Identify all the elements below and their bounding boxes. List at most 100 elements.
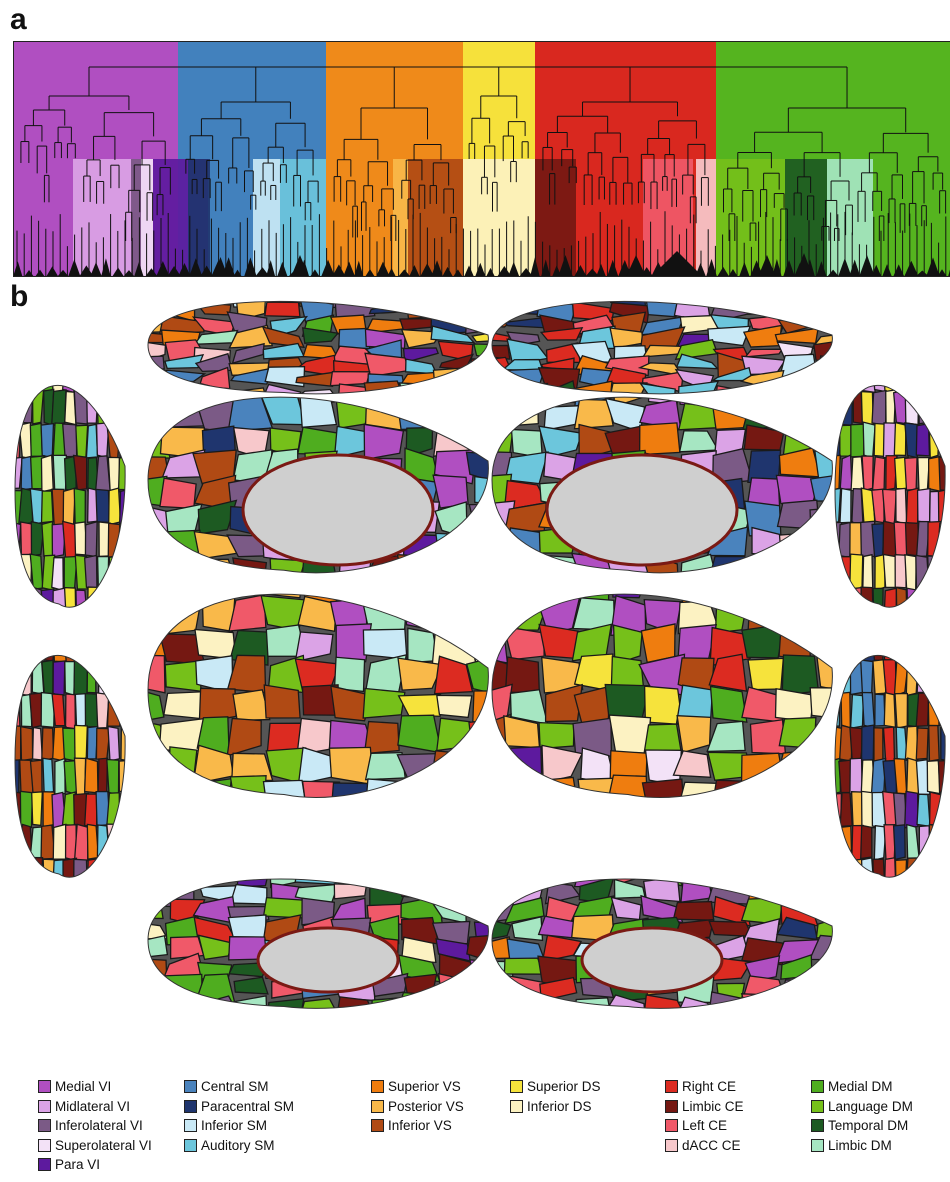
parcel: [20, 725, 34, 762]
parcel: [672, 750, 712, 779]
brain-view: [15, 655, 126, 878]
parcel: [539, 1000, 578, 1009]
parcel: [810, 996, 833, 1009]
parcel: [194, 777, 232, 798]
parcel: [714, 384, 753, 394]
parcel: [430, 325, 476, 344]
parcel: [541, 656, 584, 694]
parcel: [117, 385, 126, 394]
parcel: [15, 791, 23, 827]
brain-view: [492, 878, 833, 1009]
parcel: [860, 659, 874, 695]
parcel: [438, 400, 477, 435]
legend-label: Central SM: [201, 1079, 269, 1095]
parcel: [97, 659, 111, 696]
parcel: [492, 973, 509, 1003]
parcel: [492, 626, 509, 664]
parcel: [837, 587, 852, 608]
parcel: [405, 301, 441, 320]
parcel: [904, 385, 921, 394]
legend-item: Temporal DM: [811, 1116, 913, 1136]
parcel: [15, 655, 22, 663]
parcel: [75, 589, 89, 608]
parcel: [611, 594, 652, 599]
submodule-band: [535, 159, 576, 277]
parcel: [148, 878, 170, 888]
dendrogram-triangle: [651, 251, 703, 277]
parcel: [405, 301, 440, 305]
submodule-band: [393, 159, 408, 277]
parcel: [505, 993, 544, 1009]
parcel: [107, 390, 122, 426]
parcel: [927, 691, 940, 727]
parcel: [96, 391, 111, 427]
parcel: [106, 758, 120, 796]
panel-a-label: a: [10, 3, 27, 36]
parcel: [159, 477, 197, 510]
parcel: [604, 355, 650, 377]
parcel: [433, 655, 474, 695]
parcel: [937, 655, 946, 662]
parcel: [808, 598, 833, 632]
parcel: [197, 934, 234, 961]
parcel: [850, 791, 864, 828]
parcel: [97, 757, 109, 795]
parcel: [936, 522, 946, 557]
parcel: [368, 301, 411, 315]
parcel: [774, 781, 821, 798]
parcel: [433, 594, 476, 604]
parcel: [148, 775, 164, 798]
legend-swatch: [371, 1099, 384, 1113]
parcel: [226, 717, 262, 757]
parcel: [51, 693, 66, 727]
parcel: [813, 368, 833, 387]
submodule-band: [188, 159, 210, 277]
parcel: [835, 385, 844, 393]
submodule-band: [716, 159, 785, 277]
parcel: [162, 973, 203, 1004]
parcel: [744, 348, 784, 358]
parcel: [54, 757, 66, 795]
parcel: [401, 878, 444, 900]
parcel: [926, 658, 940, 695]
parcel: [781, 594, 822, 601]
parcel: [874, 553, 886, 592]
legend-swatch: [665, 1119, 678, 1133]
parcel: [266, 594, 304, 599]
parcel: [937, 488, 946, 524]
parcel: [363, 720, 400, 755]
parcel: [86, 385, 98, 394]
parcel: [883, 691, 897, 729]
panel-b-label: b: [10, 280, 29, 313]
parcel: [937, 587, 946, 608]
submodule-band: [253, 159, 280, 277]
parcel: [938, 858, 946, 878]
parcel: [860, 390, 874, 426]
parcel: [708, 555, 747, 573]
parcel: [779, 553, 815, 573]
parcel: [677, 996, 716, 1009]
parcel: [73, 858, 88, 878]
parcel: [15, 520, 22, 557]
parcel: [95, 588, 110, 608]
parcel: [437, 972, 476, 1002]
parcel: [835, 390, 841, 424]
parcel: [505, 594, 548, 602]
parcel: [31, 791, 43, 827]
parcel: [642, 878, 681, 903]
parcel: [914, 587, 931, 608]
parcel: [928, 823, 939, 861]
parcel: [294, 631, 334, 663]
parcel: [492, 313, 513, 328]
parcel: [107, 456, 121, 493]
parcel: [538, 425, 583, 459]
parcel: [15, 825, 22, 861]
parcel: [904, 390, 920, 426]
parcel: [472, 554, 489, 573]
parcel: [73, 724, 88, 762]
legend-label: dACC CE: [682, 1137, 741, 1153]
parcel: [539, 327, 584, 341]
parcel: [816, 898, 833, 923]
parcel: [405, 594, 440, 633]
parcel: [15, 388, 21, 424]
